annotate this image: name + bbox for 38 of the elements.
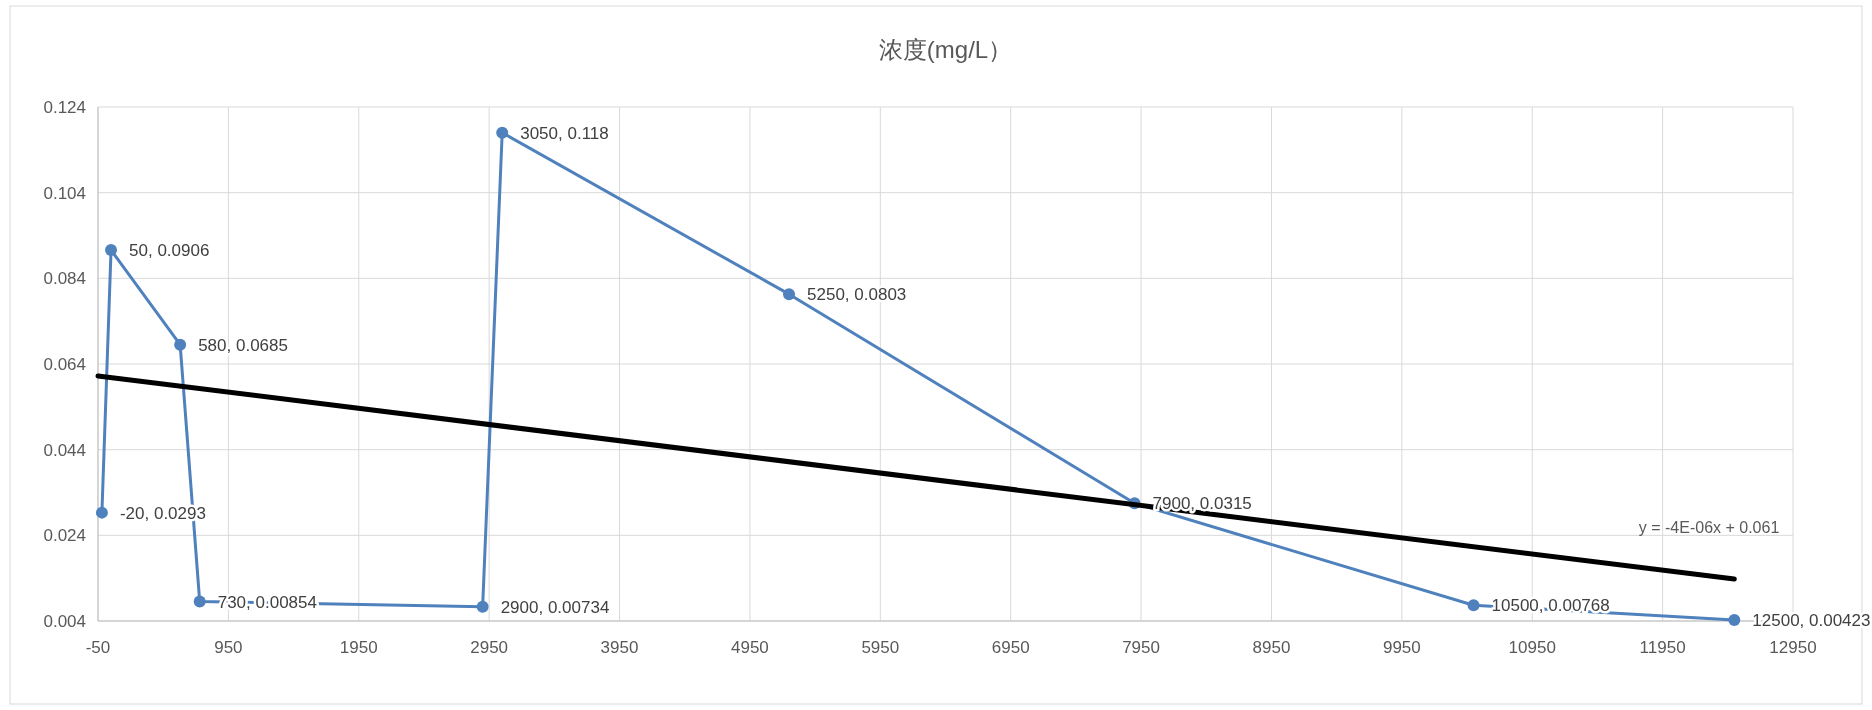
- y-tick-label: 0.104: [43, 183, 86, 203]
- x-tick-label: 1950: [339, 638, 378, 657]
- x-tick-label: 950: [214, 638, 243, 657]
- x-tick-label: 4950: [731, 638, 769, 657]
- annotation: y = -4E-06x + 0.061: [1638, 519, 1780, 537]
- x-tick-label: 12950: [1769, 638, 1817, 657]
- x-tick-label: 9950: [1382, 638, 1421, 657]
- y-tick-label: 0.024: [43, 526, 86, 546]
- point: [174, 338, 187, 351]
- y-tick-label: 0.064: [43, 355, 86, 374]
- data-label: 12500, 0.00423: [1752, 611, 1871, 631]
- point: [496, 126, 509, 139]
- x-tick-label: -50: [85, 638, 111, 657]
- data-label: 3050, 0.118: [520, 123, 609, 143]
- point: [1467, 599, 1480, 612]
- data-label: 50, 0.0906: [129, 241, 210, 261]
- point: [1728, 614, 1741, 627]
- y-tick-label: 0.044: [43, 440, 86, 460]
- x-tick-label: 3950: [600, 638, 639, 657]
- y-tick-label: 0.124: [43, 98, 86, 117]
- point: [783, 288, 796, 301]
- data-label: 580, 0.0685: [198, 335, 288, 355]
- point: [476, 600, 489, 613]
- x-tick-label: 5950: [861, 638, 900, 657]
- point: [193, 595, 206, 608]
- chart-title: 浓度(mg/L）: [878, 36, 1013, 63]
- y-tick-label: 0.084: [43, 269, 86, 289]
- x-tick-label: 6950: [991, 638, 1030, 657]
- y-tick-label: 0.004: [43, 612, 86, 631]
- data-label: 5250, 0.0803: [807, 285, 907, 305]
- point: [95, 506, 108, 519]
- x-tick-label: 7950: [1122, 638, 1160, 657]
- x-tick-label: 8950: [1252, 638, 1291, 657]
- data-label: 2900, 0.00734: [500, 597, 610, 617]
- x-tick-label: 11950: [1639, 638, 1686, 657]
- x-tick-label: 2950: [470, 638, 509, 657]
- point: [105, 244, 118, 257]
- x-tick-label: 10950: [1508, 638, 1556, 657]
